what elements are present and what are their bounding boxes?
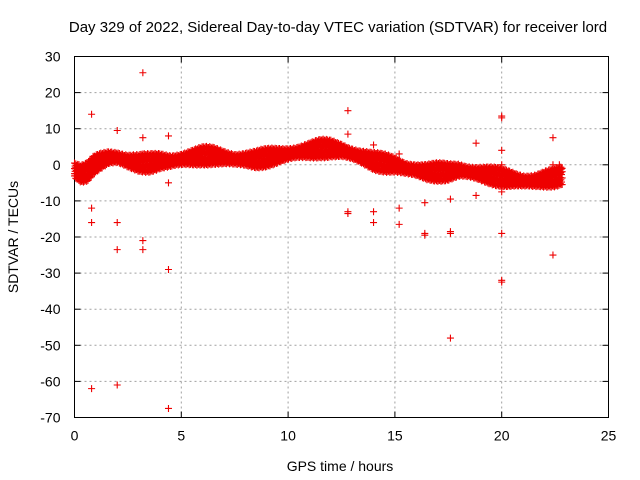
outlier-point (113, 219, 121, 227)
outlier-point (164, 132, 172, 140)
y-tick-label: -10 (40, 193, 60, 209)
outlier-point (344, 130, 352, 138)
y-tick-label: 10 (45, 121, 61, 137)
outlier-point (113, 246, 121, 254)
outlier-point (421, 199, 429, 207)
outlier-point (472, 191, 480, 199)
outlier-point (498, 146, 506, 154)
outlier-point (498, 114, 506, 122)
grid (74, 56, 609, 418)
chart-title: Day 329 of 2022, Sidereal Day-to-day VTE… (69, 19, 607, 36)
outlier-point (498, 229, 506, 237)
outlier-point (344, 107, 352, 115)
y-tick-label: -30 (40, 265, 60, 281)
x-tick-label: 0 (71, 428, 79, 444)
outlier-point (549, 134, 557, 142)
outlier-point (446, 195, 454, 203)
outlier-point (549, 251, 557, 259)
y-tick-label: 20 (45, 85, 61, 101)
outlier-point (395, 220, 403, 228)
outlier-point (164, 265, 172, 273)
data-points (71, 69, 566, 412)
outlier-point (88, 110, 96, 118)
outlier-point (113, 127, 121, 135)
outlier-point (113, 381, 121, 389)
outlier-point (88, 385, 96, 393)
outlier-point (421, 231, 429, 239)
outlier-point (498, 278, 506, 286)
y-tick-label: -50 (40, 337, 60, 353)
x-tick-label: 20 (494, 428, 510, 444)
x-axis-label: GPS time / hours (287, 458, 394, 474)
x-tick-label: 25 (601, 428, 617, 444)
y-tick-label: -20 (40, 229, 60, 245)
outlier-point (344, 210, 352, 218)
x-tick-label: 10 (280, 428, 296, 444)
y-tick-label: -60 (40, 373, 60, 389)
outlier-point (555, 168, 563, 176)
outlier-point (139, 134, 147, 142)
y-tick-label: -70 (40, 410, 60, 426)
outlier-point (446, 334, 454, 342)
outlier-point (164, 404, 172, 412)
x-tick-label: 15 (387, 428, 403, 444)
outlier-point (395, 150, 403, 158)
outlier-point (139, 150, 147, 158)
y-axis-label: SDTVAR / TECUs (5, 181, 21, 293)
outlier-point (498, 161, 506, 169)
axis-ticks: 0 5 10 15 20 25 30 20 10 0 -10 -20 -30 -40 -50 -60 -70 (40, 49, 616, 444)
outlier-point (549, 161, 557, 169)
outlier-point (164, 179, 172, 187)
outlier-point (139, 246, 147, 254)
y-tick-label: -40 (40, 301, 60, 317)
y-tick-label: 30 (45, 49, 61, 65)
outlier-point (370, 141, 378, 149)
outlier-point (88, 204, 96, 212)
band-point (558, 174, 566, 182)
y-tick-label: 0 (53, 157, 61, 173)
outlier-point (370, 208, 378, 216)
outlier-point (139, 69, 147, 77)
outlier-point (88, 219, 96, 227)
outlier-point (370, 219, 378, 227)
x-tick-label: 5 (177, 428, 185, 444)
outlier-point (446, 229, 454, 237)
outlier-point (498, 188, 506, 196)
band-point (558, 181, 566, 189)
outlier-point (139, 237, 147, 245)
outlier-point (395, 204, 403, 212)
outlier-point (472, 139, 480, 147)
